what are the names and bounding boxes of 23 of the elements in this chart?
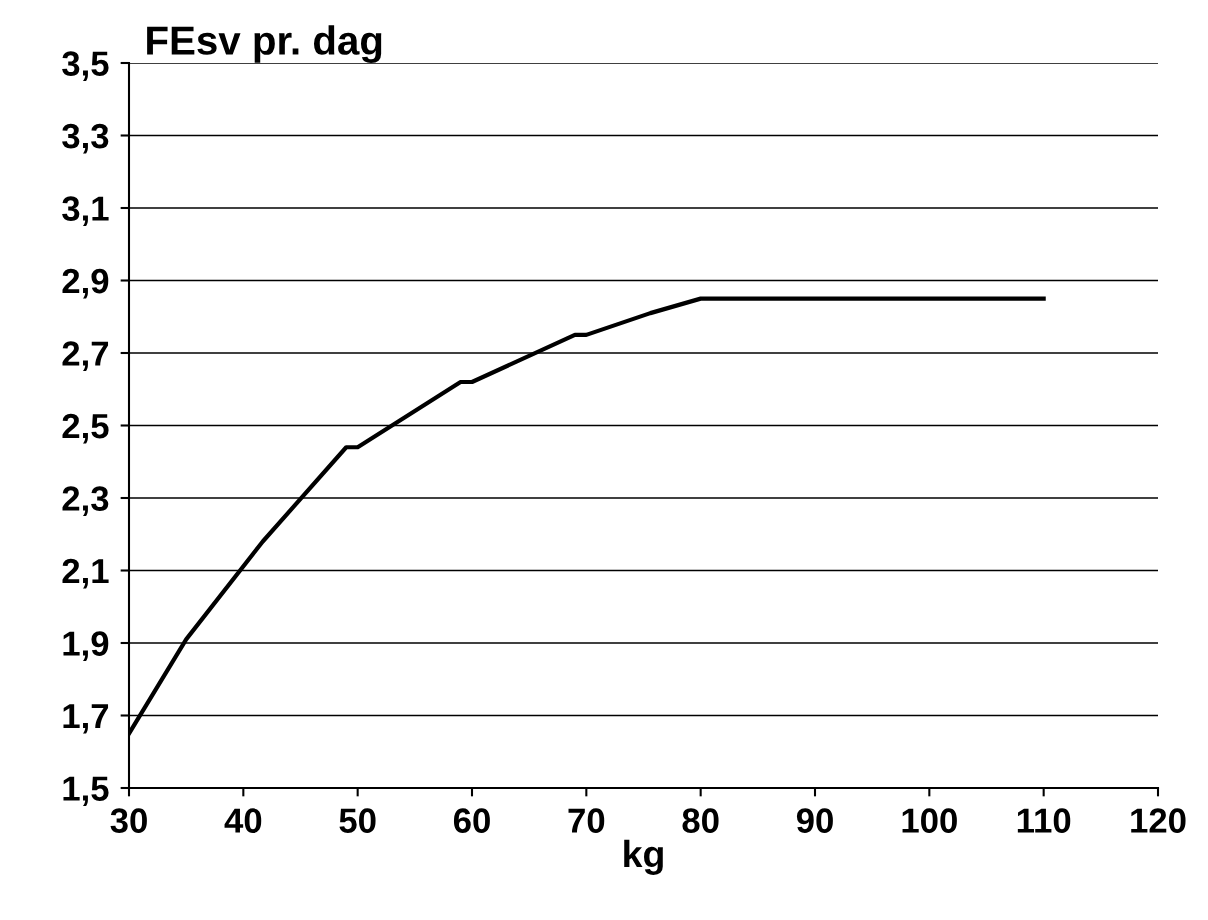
y-tick-label: 3,1	[62, 196, 109, 226]
x-tick-label: 100	[902, 808, 957, 833]
y-tick-label: 2,3	[62, 486, 109, 516]
x-tick-label: 30	[110, 808, 147, 833]
x-tick-label: 40	[224, 808, 262, 833]
y-tick-label: 1,9	[63, 631, 109, 661]
y-tick-label: 3,5	[62, 51, 109, 81]
x-axis-title: kg	[624, 839, 663, 875]
x-tick-label: 90	[796, 808, 833, 833]
y-tick-label: 2,9	[62, 268, 109, 299]
y-tick-label: 2,1	[62, 558, 109, 589]
x-tick-label: 120	[1131, 808, 1186, 833]
x-tick-label: 110	[1017, 808, 1071, 833]
chart-title: FEsv pr. dag	[147, 25, 382, 63]
y-tick-label: 1,5	[63, 776, 109, 806]
y-tick-label: 1,7	[63, 704, 109, 734]
y-tick-label: 2,7	[62, 341, 109, 371]
y-tick-label: 2,5	[62, 413, 109, 444]
x-tick-label: 70	[568, 808, 605, 833]
x-tick-label: 50	[339, 808, 376, 833]
x-tick-label: 80	[682, 808, 719, 833]
x-tick-label: 60	[453, 808, 490, 833]
y-tick-label: 3,3	[62, 123, 109, 154]
